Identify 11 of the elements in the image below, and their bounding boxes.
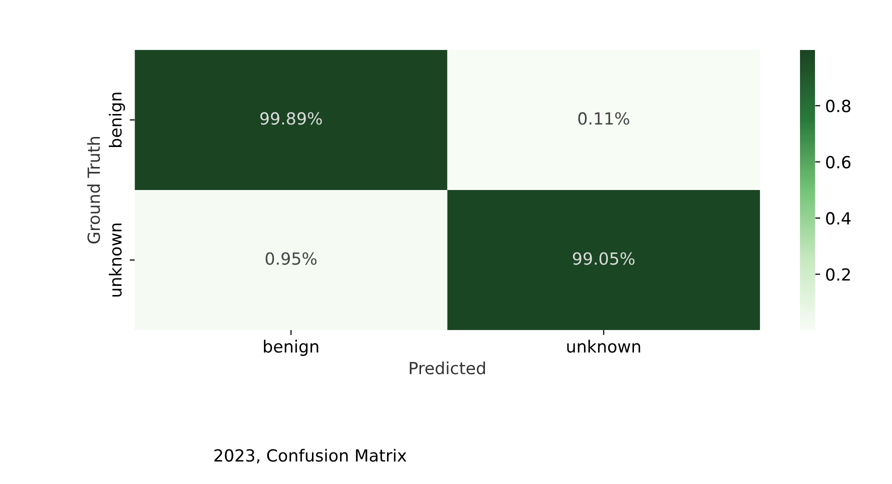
data-label: 0.95% xyxy=(266,252,317,265)
data-label: 0.11% xyxy=(578,112,630,125)
color-bar-label: 0.2 xyxy=(826,268,850,281)
x-axis-title: Predicted xyxy=(410,361,485,374)
data-label: 99.05% xyxy=(572,252,635,265)
color-bar-label: 0.4 xyxy=(826,212,851,225)
color-bar-label: 0.6 xyxy=(826,156,850,168)
data-label: 99.89% xyxy=(260,112,322,125)
text: 2023, Confusion Matrix xyxy=(214,448,406,464)
color-bar-label: 0.8 xyxy=(826,100,850,112)
y-axis-title: Ground Truth xyxy=(87,136,100,244)
